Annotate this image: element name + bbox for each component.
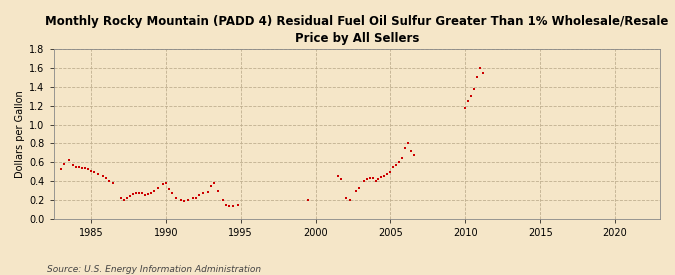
Point — [161, 181, 171, 185]
Point — [115, 196, 126, 200]
Point — [478, 70, 489, 75]
Point — [382, 171, 393, 176]
Point — [350, 188, 361, 193]
Point — [223, 204, 234, 208]
Point — [148, 188, 159, 193]
Point — [86, 169, 97, 173]
Point — [335, 177, 346, 182]
Point — [340, 196, 351, 200]
Point — [367, 176, 378, 181]
Point — [205, 184, 216, 188]
Point — [228, 204, 239, 208]
Point — [373, 177, 384, 182]
Point — [74, 165, 84, 169]
Point — [397, 155, 408, 160]
Point — [469, 86, 480, 91]
Point — [93, 171, 104, 176]
Point — [209, 181, 219, 185]
Point — [59, 162, 70, 166]
Point — [63, 158, 74, 163]
Point — [302, 198, 313, 202]
Point — [194, 193, 205, 197]
Point — [82, 167, 93, 171]
Point — [101, 176, 111, 181]
Point — [198, 190, 209, 195]
Point — [188, 196, 198, 200]
Point — [71, 165, 82, 169]
Point — [103, 179, 114, 183]
Point — [202, 189, 213, 194]
Point — [176, 198, 186, 202]
Point — [55, 167, 66, 171]
Point — [140, 193, 151, 197]
Point — [80, 166, 90, 170]
Point — [358, 179, 369, 183]
Point — [68, 163, 78, 167]
Point — [146, 190, 157, 195]
Point — [400, 146, 411, 150]
Point — [472, 75, 483, 79]
Point — [391, 163, 402, 167]
Point — [409, 153, 420, 157]
Point — [364, 176, 375, 181]
Point — [232, 203, 243, 207]
Point — [108, 181, 119, 185]
Y-axis label: Dollars per Gallon: Dollars per Gallon — [15, 90, 25, 178]
Point — [388, 165, 399, 169]
Point — [171, 196, 182, 200]
Point — [213, 188, 223, 193]
Point — [163, 186, 174, 191]
Point — [354, 186, 364, 190]
Point — [460, 106, 470, 111]
Point — [394, 160, 405, 164]
Point — [77, 166, 88, 170]
Point — [130, 190, 141, 195]
Point — [190, 196, 201, 200]
Point — [178, 199, 189, 203]
Text: Source: U.S. Energy Information Administration: Source: U.S. Energy Information Administ… — [47, 265, 261, 274]
Point — [124, 194, 135, 199]
Point — [157, 182, 168, 186]
Point — [376, 175, 387, 180]
Point — [333, 174, 344, 179]
Point — [345, 198, 356, 202]
Point — [167, 191, 178, 196]
Point — [88, 170, 99, 174]
Point — [122, 196, 132, 200]
Point — [475, 66, 486, 70]
Point — [403, 141, 414, 145]
Point — [119, 198, 130, 202]
Point — [361, 177, 372, 182]
Point — [153, 186, 164, 190]
Point — [217, 198, 228, 202]
Title: Monthly Rocky Mountain (PADD 4) Residual Fuel Oil Sulfur Greater Than 1% Wholesa: Monthly Rocky Mountain (PADD 4) Residual… — [45, 15, 668, 45]
Point — [379, 174, 390, 179]
Point — [220, 203, 231, 207]
Point — [142, 192, 153, 197]
Point — [385, 170, 396, 174]
Point — [463, 99, 474, 103]
Point — [466, 94, 477, 98]
Point — [406, 149, 417, 153]
Point — [183, 198, 194, 202]
Point — [128, 192, 138, 197]
Point — [370, 179, 381, 183]
Point — [98, 173, 109, 178]
Point — [134, 191, 144, 196]
Point — [136, 191, 147, 196]
